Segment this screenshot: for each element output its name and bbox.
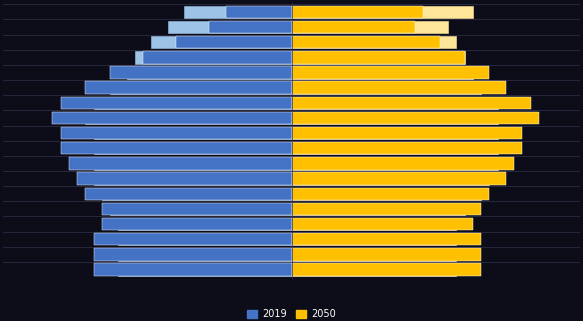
Bar xyxy=(118,263,292,276)
Bar xyxy=(102,187,292,200)
Legend: 2019, 2050: 2019, 2050 xyxy=(244,306,339,321)
Bar xyxy=(292,127,498,139)
Bar xyxy=(292,142,522,154)
Bar xyxy=(69,157,292,169)
Bar xyxy=(93,142,292,154)
Bar xyxy=(135,51,292,64)
Bar xyxy=(292,187,490,200)
Bar xyxy=(292,6,423,18)
Bar xyxy=(292,248,481,261)
Bar xyxy=(292,157,514,169)
Bar xyxy=(118,218,292,230)
Bar xyxy=(127,66,292,79)
Bar xyxy=(151,36,292,48)
Bar xyxy=(292,127,522,139)
Bar xyxy=(292,97,498,109)
Bar xyxy=(143,51,292,64)
Bar xyxy=(110,82,292,94)
Bar xyxy=(85,82,292,94)
Bar xyxy=(292,82,481,94)
Bar xyxy=(292,187,481,200)
Bar xyxy=(292,263,456,276)
Bar xyxy=(77,172,292,185)
Bar xyxy=(292,218,456,230)
Bar xyxy=(292,233,481,245)
Bar xyxy=(102,218,292,230)
Bar xyxy=(292,36,456,48)
Bar xyxy=(292,36,440,48)
Bar xyxy=(85,112,292,124)
Bar xyxy=(93,157,292,169)
Bar xyxy=(292,112,498,124)
Bar xyxy=(292,97,531,109)
Bar xyxy=(292,112,539,124)
Bar xyxy=(93,172,292,185)
Bar xyxy=(93,97,292,109)
Bar xyxy=(102,203,292,215)
Bar xyxy=(292,66,490,79)
Bar xyxy=(118,248,292,261)
Bar xyxy=(292,157,498,169)
Bar xyxy=(292,233,456,245)
Bar xyxy=(110,203,292,215)
Bar xyxy=(292,21,448,33)
Bar xyxy=(292,248,456,261)
Bar xyxy=(118,233,292,245)
Bar xyxy=(93,248,292,261)
Bar xyxy=(292,172,506,185)
Bar xyxy=(292,263,481,276)
Bar xyxy=(292,51,465,64)
Bar xyxy=(85,187,292,200)
Bar xyxy=(292,21,415,33)
Bar xyxy=(184,6,292,18)
Bar xyxy=(292,142,498,154)
Bar xyxy=(292,51,465,64)
Bar xyxy=(52,112,292,124)
Bar xyxy=(93,233,292,245)
Bar xyxy=(168,21,292,33)
Bar xyxy=(93,127,292,139)
Bar xyxy=(292,203,465,215)
Bar xyxy=(209,21,292,33)
Bar xyxy=(226,6,292,18)
Bar xyxy=(61,127,292,139)
Bar xyxy=(110,66,292,79)
Bar xyxy=(292,218,473,230)
Bar xyxy=(292,66,473,79)
Bar xyxy=(61,142,292,154)
Bar xyxy=(176,36,292,48)
Bar xyxy=(292,203,481,215)
Bar xyxy=(292,172,490,185)
Bar xyxy=(292,6,473,18)
Bar xyxy=(61,97,292,109)
Bar xyxy=(93,263,292,276)
Bar xyxy=(292,82,506,94)
